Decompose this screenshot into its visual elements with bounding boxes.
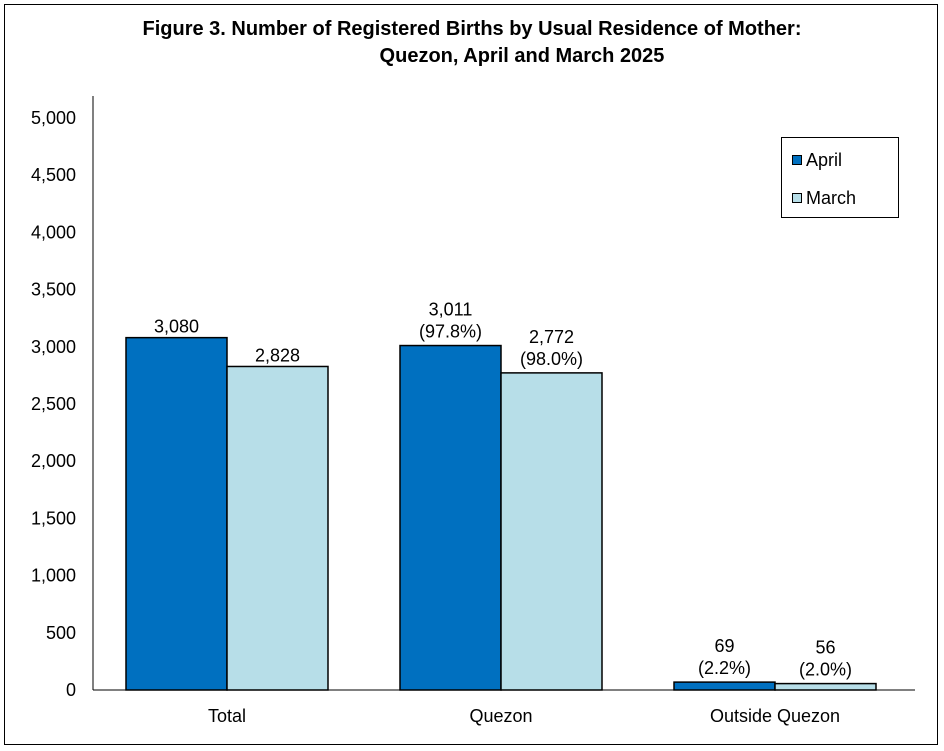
data-label: 2,828 <box>255 345 300 365</box>
y-tick-label: 3,500 <box>31 280 76 300</box>
chart-title-line1: Figure 3. Number of Registered Births by… <box>142 18 802 40</box>
chart-title: Figure 3. Number of Registered Births by… <box>0 16 944 70</box>
bar-april-1 <box>399 344 502 691</box>
legend-swatch-march <box>792 193 802 203</box>
y-tick-label: 0 <box>66 680 76 700</box>
legend-item-april: April <box>792 150 843 170</box>
legend-item-march: March <box>792 188 857 208</box>
data-label: 3,011 <box>429 300 473 320</box>
y-tick-label: 1,000 <box>31 566 76 586</box>
y-tick-label: 4,000 <box>31 222 76 242</box>
y-tick-label: 4,500 <box>31 165 76 185</box>
data-label: 2,772 <box>529 327 574 347</box>
data-label: 56 <box>815 638 835 658</box>
data-sublabel: (97.8%) <box>419 322 482 342</box>
bar-march-1 <box>500 372 603 691</box>
y-tick-label: 2,000 <box>31 451 76 471</box>
legend-label-april: April <box>806 150 843 170</box>
data-sublabel: (2.0%) <box>799 660 852 680</box>
y-tick-label: 3,000 <box>31 337 76 357</box>
bar-march-2 <box>774 682 877 691</box>
x-tick-label: Quezon <box>469 706 532 726</box>
data-sublabel: (98.0%) <box>520 349 583 369</box>
legend-label-march: March <box>806 188 857 208</box>
bar-april-0 <box>125 336 228 691</box>
data-label: 3,080 <box>154 317 199 337</box>
bar-april-2 <box>673 681 776 691</box>
bar-march-0 <box>226 365 329 691</box>
y-tick-label: 2,500 <box>31 394 76 414</box>
x-tick-label: Outside Quezon <box>710 706 840 726</box>
y-tick-label: 1,500 <box>31 508 76 528</box>
chart-title-line2: Quezon, April and March 2025 <box>379 45 665 67</box>
y-tick-label: 5,000 <box>31 108 76 128</box>
data-sublabel: (2.2%) <box>698 658 751 678</box>
chart-legend: April March <box>781 137 899 218</box>
legend-swatch-april <box>792 155 802 165</box>
data-label: 69 <box>714 636 734 656</box>
x-tick-label: Total <box>208 706 246 726</box>
y-tick-label: 500 <box>46 623 76 643</box>
